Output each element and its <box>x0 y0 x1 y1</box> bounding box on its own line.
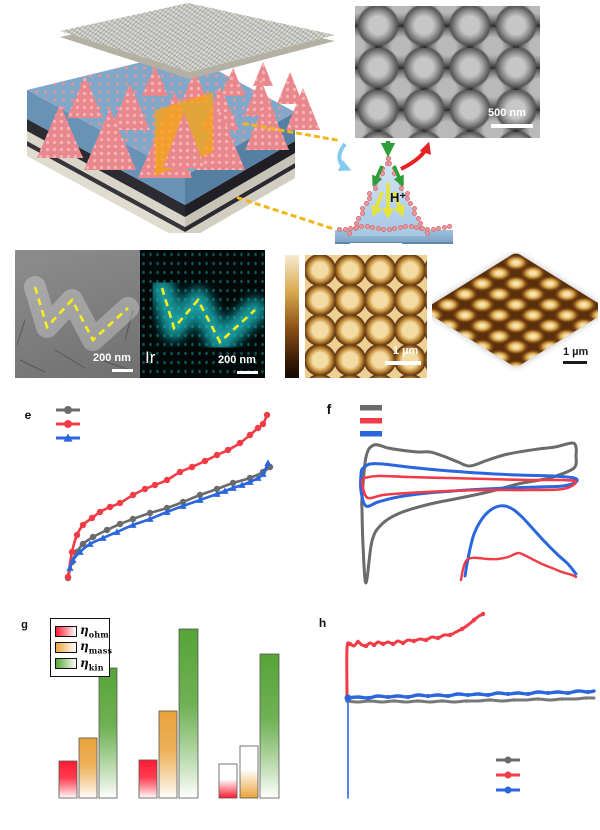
particle-dot <box>355 216 361 222</box>
scale-label: 200 nm <box>218 354 256 366</box>
overpotential-legend: ηohm ηmass ηkin <box>50 618 112 678</box>
panel-label: e <box>20 407 36 423</box>
eds-overlay <box>149 275 265 355</box>
particle-dot <box>364 201 370 207</box>
scale-label: 500 nm <box>488 107 526 119</box>
particle-dot <box>359 206 365 212</box>
sem-overlay <box>16 276 139 373</box>
legend-item: ηkin <box>55 657 105 671</box>
eds-map-iridium: Ir 200 nm <box>140 250 265 378</box>
cone-mechanism-diagram: H⁺ <box>335 138 460 255</box>
plot-polarization: e <box>8 396 295 608</box>
particle-dot <box>424 231 430 237</box>
particle-dot <box>397 225 403 231</box>
scale-bar <box>385 361 421 365</box>
catalyst-cone <box>221 68 245 96</box>
particle-dot <box>436 226 441 232</box>
particle-dot <box>348 226 353 231</box>
scale-label: 200 nm <box>93 352 131 364</box>
particle-dot <box>353 225 359 231</box>
legend-label: ηkin <box>80 655 104 673</box>
panel-label: h <box>315 615 330 630</box>
stability-chart <box>344 611 596 799</box>
particle-dot <box>447 224 452 230</box>
blue-curved-arrow <box>337 142 352 171</box>
catalyst-cone <box>67 76 103 118</box>
sem-image-spheres: 500 nm <box>355 6 540 138</box>
afm-height-colorbar <box>283 253 301 380</box>
scale-bar <box>112 369 133 372</box>
afm-image-3d: 1 µm <box>432 252 598 374</box>
particle-dot <box>367 191 373 197</box>
particle-dot <box>370 224 375 230</box>
panel-label: g <box>18 618 31 631</box>
particle-dot <box>416 216 422 222</box>
legend-label: ηmass <box>80 639 113 656</box>
panel-label: f <box>318 394 340 424</box>
catalyst-cone <box>253 62 273 86</box>
red-curved-arrow <box>400 141 432 171</box>
particle-dot <box>337 226 342 232</box>
legend-swatch <box>55 658 77 670</box>
particle-dot <box>360 211 366 217</box>
scale-bar <box>563 361 587 364</box>
legend-item: ηmass <box>55 640 112 655</box>
plot-cv: f <box>308 394 597 608</box>
green-arrow-left-slope <box>372 165 384 188</box>
particle-dot <box>405 196 411 202</box>
scale-bar <box>491 124 533 128</box>
legend-label: ηohm <box>80 623 109 640</box>
particle-dot <box>412 206 418 212</box>
scale-label: 1 µm <box>393 345 419 357</box>
legend-swatch <box>55 625 77 637</box>
cv-chart <box>359 405 579 585</box>
particle-dot <box>381 226 386 232</box>
sem-image-cross-section: 200 nm <box>15 250 140 378</box>
element-label: Ir <box>145 348 156 367</box>
particle-dot <box>425 226 430 232</box>
particle-dot <box>404 191 410 197</box>
yellow-arrow-right <box>392 191 405 218</box>
particle-dot <box>411 211 417 217</box>
particle-dot <box>441 225 447 231</box>
polarization-chart <box>56 406 274 582</box>
particle-dot <box>375 225 381 231</box>
particle-dot <box>366 196 372 202</box>
plot-stability: h <box>308 608 597 825</box>
legend-item: ηohm <box>55 624 109 638</box>
particle-dot <box>419 225 425 231</box>
legend-swatch <box>55 642 77 654</box>
arrow-overlay <box>337 141 432 220</box>
particle-dot <box>407 201 413 207</box>
particle-dot <box>408 224 414 230</box>
proton-label: H⁺ <box>390 190 407 205</box>
particle-dot <box>359 224 364 230</box>
particle-dot <box>347 231 353 237</box>
particle-dot <box>414 224 419 230</box>
particle-dot <box>387 161 393 166</box>
afm-image-2d: 1 µm <box>305 255 427 378</box>
overpotential-chart <box>58 628 280 799</box>
colorbar-top-label: 0 <box>276 254 281 263</box>
particle-dot <box>342 226 348 232</box>
particle-dot <box>364 224 370 230</box>
particle-dot <box>392 226 397 232</box>
particle-dot <box>418 221 424 227</box>
green-arrow-right-slope <box>392 165 404 188</box>
scale-bar <box>237 371 258 374</box>
device-3d-schematic <box>5 0 350 233</box>
particle-dot <box>430 226 436 232</box>
label-box <box>350 243 402 251</box>
scale-label: 1 µm <box>563 346 589 358</box>
catalyst-cones <box>5 0 350 233</box>
particle-dot <box>386 226 392 232</box>
plot-overpotential: ηohm ηmass ηkin g <box>8 608 297 825</box>
particle-dot <box>403 224 408 230</box>
yellow-arrow-left <box>371 191 384 218</box>
